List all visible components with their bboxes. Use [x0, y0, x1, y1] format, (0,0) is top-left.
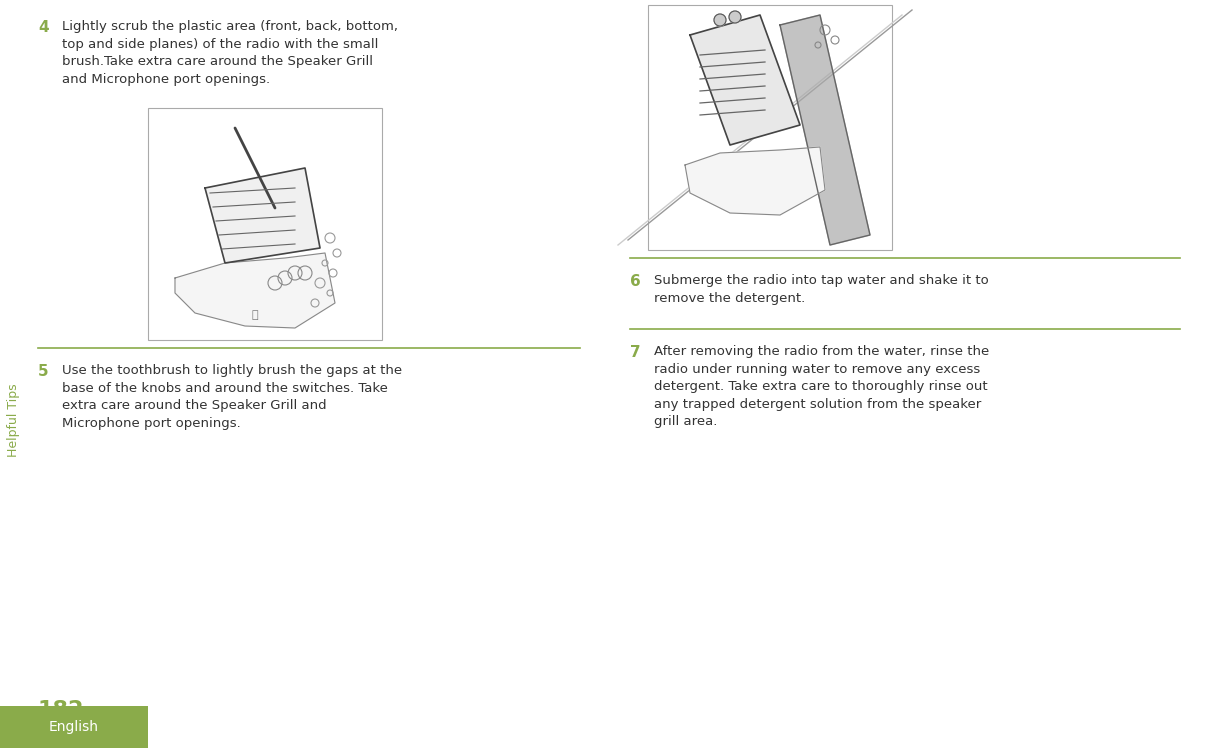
Circle shape — [298, 266, 312, 280]
Text: English: English — [49, 720, 99, 734]
Text: 7: 7 — [630, 345, 640, 360]
Bar — [148, 108, 382, 340]
Circle shape — [728, 11, 740, 23]
Polygon shape — [685, 147, 825, 215]
Text: 182: 182 — [39, 700, 84, 720]
Text: After removing the radio from the water, rinse the
radio under running water to : After removing the radio from the water,… — [654, 345, 989, 428]
Circle shape — [279, 271, 292, 285]
Bar — [648, 5, 892, 250]
Polygon shape — [690, 15, 800, 145]
Circle shape — [268, 276, 282, 290]
Text: Lightly scrub the plastic area (front, back, bottom,
top and side planes) of the: Lightly scrub the plastic area (front, b… — [62, 20, 398, 85]
Circle shape — [714, 14, 726, 26]
Circle shape — [288, 266, 302, 280]
Text: 4: 4 — [39, 20, 48, 35]
Polygon shape — [780, 15, 870, 245]
Polygon shape — [175, 253, 335, 328]
Text: 6: 6 — [630, 274, 640, 289]
Text: 5: 5 — [39, 364, 48, 379]
Polygon shape — [205, 168, 320, 263]
Bar — [0, 706, 148, 748]
Text: Submerge the radio into tap water and shake it to
remove the detergent.: Submerge the radio into tap water and sh… — [654, 274, 989, 304]
Text: Use the toothbrush to lightly brush the gaps at the
base of the knobs and around: Use the toothbrush to lightly brush the … — [62, 364, 402, 429]
Text: Ⓜ: Ⓜ — [252, 310, 258, 320]
Text: Helpful Tips: Helpful Tips — [7, 383, 21, 457]
